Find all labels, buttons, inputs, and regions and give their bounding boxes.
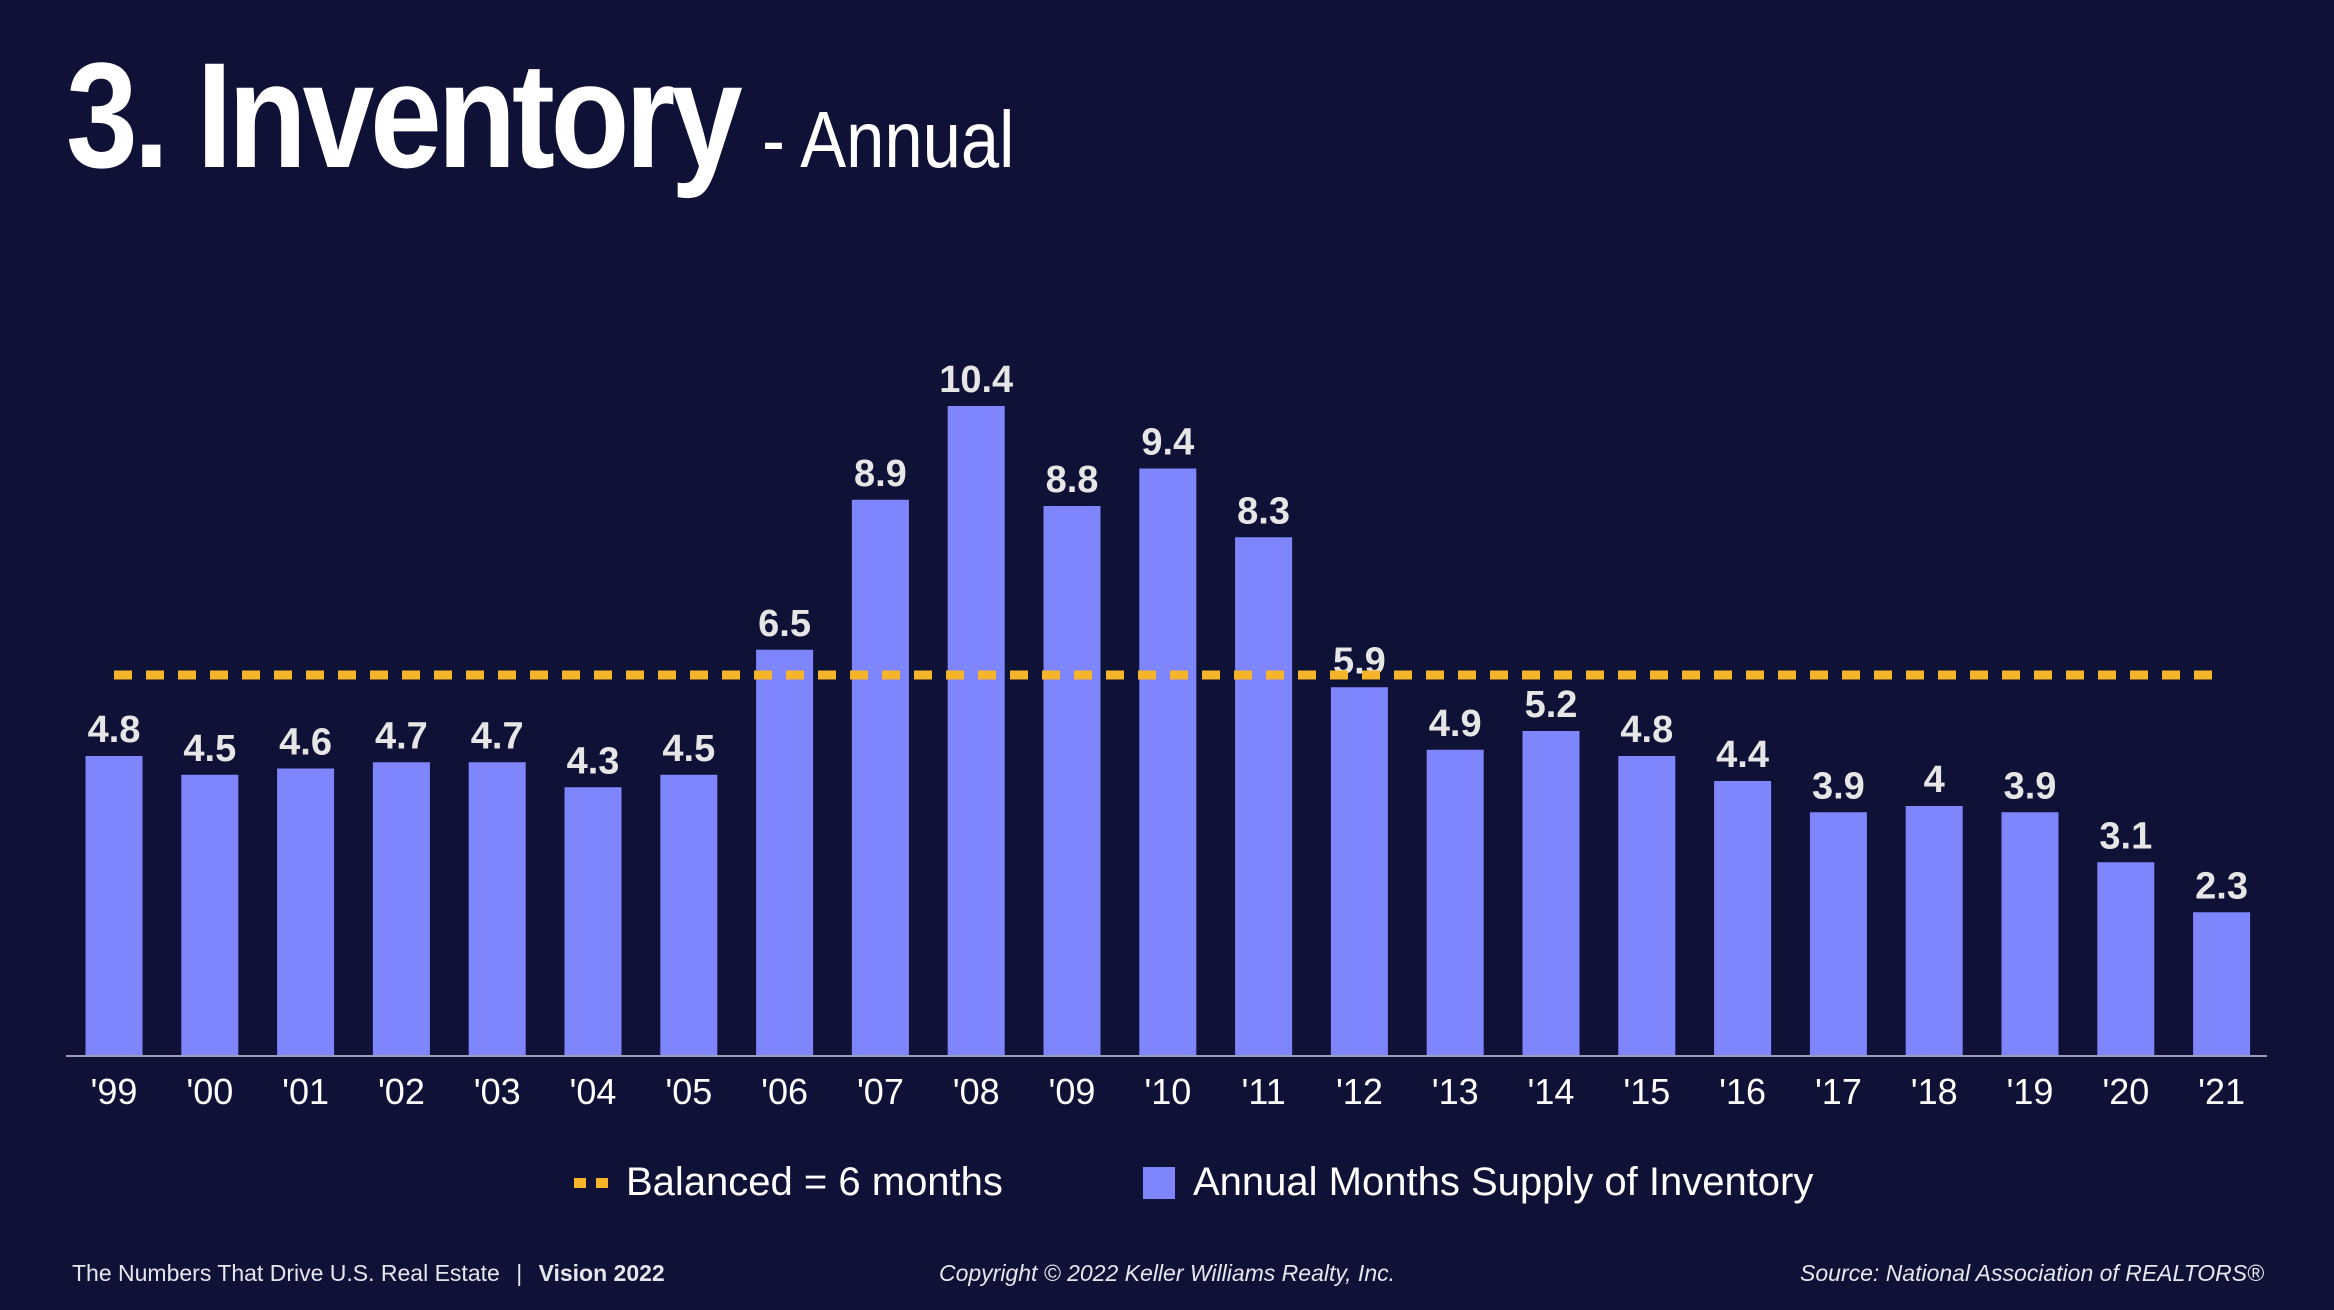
bar-chart: 4.8 '99 4.5 '00 4.6 '01 4.7 '02 4.7 '03 4.3 '04 4.5 '…	[66, 359, 2267, 1112]
legend-label-supply: Annual Months Supply of Inventory	[1193, 1160, 1814, 1204]
bar-value-label: 3.9	[2004, 765, 2057, 807]
bar-value-label: 9.4	[1141, 422, 1194, 464]
x-tick-label: '03	[474, 1071, 521, 1112]
bar	[947, 406, 1005, 1056]
x-tick-label: '02	[378, 1071, 425, 1112]
footer-source: Source: National Association of REALTORS…	[1800, 1260, 2264, 1286]
bar-value-label: 4.4	[1716, 734, 1769, 776]
bar-value-label: 8.9	[854, 453, 907, 495]
bar	[660, 774, 718, 1056]
x-tick-label: '15	[1623, 1071, 1670, 1112]
bar-value-label: 4.7	[375, 715, 428, 757]
x-tick-label: '00	[186, 1071, 233, 1112]
bar	[851, 499, 909, 1056]
bar	[181, 774, 239, 1056]
page-subtitle: - Annual	[762, 95, 1015, 184]
footer-edition: Vision 2022	[538, 1260, 665, 1286]
x-tick-label: '14	[1528, 1071, 1575, 1112]
x-tick-label: '08	[953, 1071, 1000, 1112]
x-tick-label: '06	[761, 1071, 808, 1112]
bar-value-label: 8.3	[1237, 490, 1290, 532]
x-tick-label: '12	[1336, 1071, 1383, 1112]
x-tick-label: '07	[857, 1071, 904, 1112]
x-tick-label: '20	[2102, 1071, 2149, 1112]
bar	[2097, 862, 2155, 1056]
bar-value-label: 2.3	[2195, 865, 2248, 907]
bar-value-label: 5.2	[1525, 684, 1578, 726]
bar	[1139, 468, 1197, 1056]
bar	[1330, 687, 1388, 1056]
bar	[468, 762, 526, 1056]
bar-value-label: 4.8	[1620, 709, 1673, 751]
bar	[1235, 537, 1293, 1056]
bar-value-label: 4.5	[183, 728, 236, 770]
page-title-group: 3. Inventory - Annual	[66, 40, 1056, 190]
legend-item-balanced: Balanced = 6 months	[574, 1160, 1003, 1205]
bar	[1618, 756, 1676, 1056]
x-tick-label: '17	[1815, 1071, 1862, 1112]
bar-value-label: 4.7	[471, 715, 524, 757]
bar-value-label: 8.8	[1046, 459, 1099, 501]
bar-value-label: 6.5	[758, 603, 811, 645]
footer-copyright: Copyright © 2022 Keller Williams Realty,…	[938, 1260, 1396, 1286]
chart-legend: Balanced = 6 months Annual Months Supply…	[0, 1160, 2334, 1210]
bar-value-label: 4.9	[1429, 703, 1482, 745]
legend-label-balanced: Balanced = 6 months	[626, 1160, 1003, 1204]
x-tick-label: '05	[665, 1071, 712, 1112]
bar	[372, 762, 430, 1056]
x-tick-label: '99	[91, 1071, 138, 1112]
x-tick-label: '21	[2198, 1071, 2245, 1112]
footer-tagline: The Numbers That Drive U.S. Real Estate	[72, 1260, 500, 1286]
bar	[1905, 806, 1963, 1056]
x-tick-label: '11	[1241, 1071, 1285, 1112]
bar-value-label: 4.3	[567, 740, 620, 782]
bar-value-label: 10.4	[939, 359, 1013, 401]
bar	[1426, 749, 1484, 1056]
x-tick-label: '04	[570, 1071, 617, 1112]
bar	[1714, 781, 1772, 1056]
x-tick-label: '01	[282, 1071, 329, 1112]
bar-value-label: 4.8	[88, 709, 141, 751]
square-swatch-icon	[1143, 1166, 1175, 1199]
bar-value-label: 4	[1924, 759, 1945, 801]
legend-item-supply: Annual Months Supply of Inventory	[1143, 1160, 1813, 1205]
bar	[1522, 731, 1580, 1056]
x-tick-label: '19	[2007, 1071, 2054, 1112]
bar-value-label: 3.9	[1812, 765, 1865, 807]
x-tick-label: '16	[1719, 1071, 1766, 1112]
footer-left: The Numbers That Drive U.S. Real Estate …	[72, 1260, 665, 1287]
x-tick-label: '10	[1144, 1071, 1191, 1112]
bar	[756, 649, 814, 1056]
bar	[1043, 506, 1101, 1056]
page-title: 3. Inventory	[66, 31, 743, 199]
bar	[277, 768, 335, 1056]
footer-separator: |	[516, 1260, 523, 1286]
bar	[564, 787, 622, 1056]
x-tick-label: '09	[1049, 1071, 1096, 1112]
bar	[2193, 912, 2251, 1056]
bar	[85, 756, 143, 1056]
dashed-line-icon	[574, 1177, 608, 1188]
bar-value-label: 4.5	[662, 728, 715, 770]
bar	[2001, 812, 2059, 1056]
bar-value-label: 3.1	[2099, 815, 2152, 857]
x-tick-label: '18	[1911, 1071, 1958, 1112]
x-tick-label: '13	[1432, 1071, 1479, 1112]
bar-value-label: 4.6	[279, 722, 332, 764]
bar	[1809, 812, 1867, 1056]
